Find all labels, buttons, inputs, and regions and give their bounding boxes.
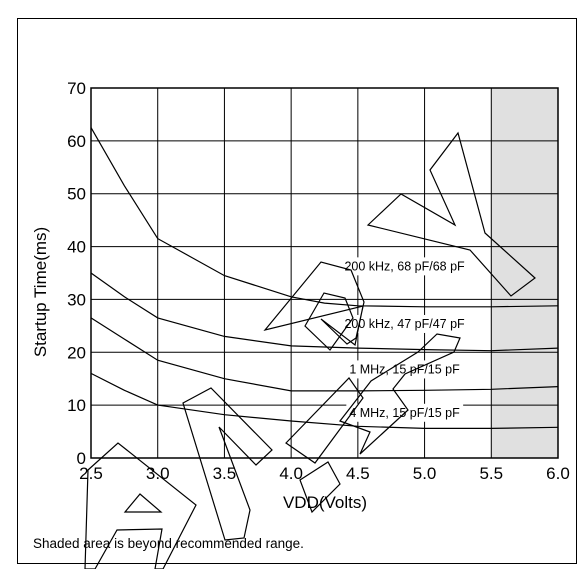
x-tick-label: 4.5: [346, 464, 370, 483]
y-tick-label: 70: [67, 79, 86, 98]
x-tick-label: 2.5: [79, 464, 103, 483]
watermark-stamp: [84, 131, 536, 569]
watermark-shape-5: [285, 377, 364, 464]
x-tick-label: 3.5: [213, 464, 237, 483]
x-axis-title: VDD(Volts): [283, 493, 367, 512]
y-tick-label: 0: [77, 449, 86, 468]
series-label-2: 200 kHz, 47 pF/47 pF: [344, 317, 465, 331]
series-line-1: [90, 127, 559, 308]
x-tick-label: 4.0: [279, 464, 303, 483]
watermark-shape-8: [299, 461, 341, 514]
x-tick-label: 5.5: [479, 464, 503, 483]
y-tick-label: 60: [67, 132, 86, 151]
y-axis-title: Startup Time(ms): [31, 227, 50, 357]
footnote: Shaded area is beyond recommended range.: [33, 536, 304, 551]
series-line-2: [90, 272, 559, 352]
watermark-shape-6: [339, 333, 461, 455]
y-tick-label: 40: [67, 238, 86, 257]
x-tick-label: 3.0: [146, 464, 170, 483]
x-tick-label: 6.0: [546, 464, 570, 483]
y-tick-label: 50: [67, 185, 86, 204]
watermark-shape-4: [304, 292, 354, 351]
y-tick-label: 20: [67, 343, 86, 362]
shaded-region: [491, 88, 558, 458]
watermark-shape-2: [182, 387, 273, 541]
series-label-3: 1 MHz, 15 pF/15 pF: [349, 362, 460, 376]
series-line-4: [90, 372, 559, 429]
series-label-bg: [341, 257, 469, 276]
watermark-shape-3: [263, 261, 365, 347]
watermark-shape-1: [84, 442, 197, 569]
y-tick-label: 30: [67, 290, 86, 309]
watermark-shape-7: [366, 131, 536, 297]
series-label-bg: [341, 314, 469, 333]
y-tick-label: 10: [67, 396, 86, 415]
series-label-bg: [346, 360, 464, 379]
series-label-1: 200 kHz, 68 pF/68 pF: [344, 259, 465, 273]
x-tick-label: 5.0: [413, 464, 437, 483]
series-line-3: [90, 317, 559, 392]
